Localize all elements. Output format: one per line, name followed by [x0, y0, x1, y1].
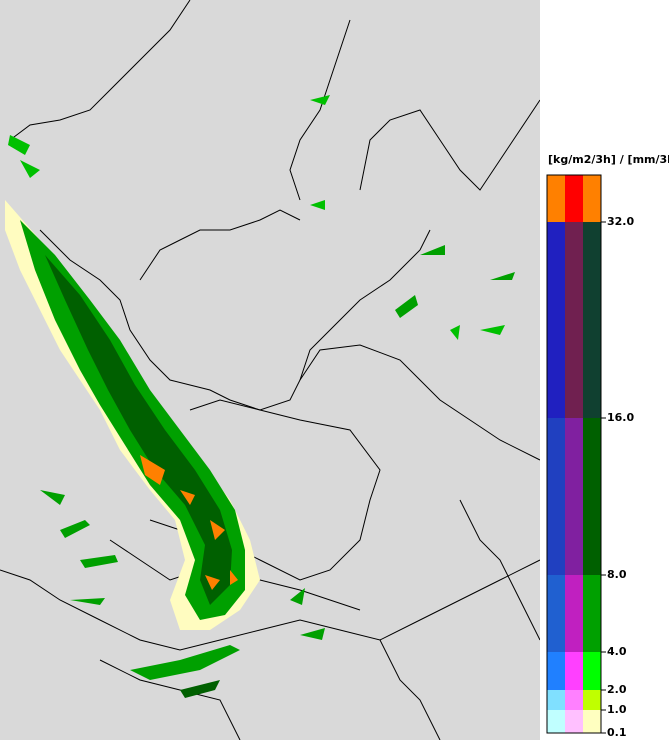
- colorbar-label: 2.0: [607, 683, 627, 696]
- map: [0, 0, 541, 740]
- border: [379, 639, 441, 740]
- coastline: [359, 99, 541, 191]
- legend: [kg/m2/3h] / [mm/3h] 32.0 16.0 8.0 4.0 2.0 1.…: [540, 0, 669, 740]
- colorbar-frame: [546, 174, 602, 734]
- colorbar-segment: [547, 418, 565, 575]
- colorbar-label: 32.0: [607, 215, 634, 228]
- coastline: [139, 209, 301, 281]
- colorbar-segment: [583, 575, 601, 652]
- colorbar-segment: [565, 175, 583, 222]
- colorbar-segment: [547, 175, 565, 222]
- colorbar-segment: [547, 575, 565, 652]
- colorbar-segment: [565, 652, 583, 690]
- colorbar-label: 16.0: [607, 411, 634, 424]
- colorbar-segment: [583, 710, 601, 733]
- precip-intense: [140, 455, 238, 590]
- colorbar-segment: [547, 652, 565, 690]
- coastline: [289, 19, 351, 201]
- border: [0, 559, 541, 651]
- precip-heavy: [45, 255, 232, 605]
- colorbar-label: 8.0: [607, 568, 627, 581]
- colorbar-segment: [547, 710, 565, 733]
- colorbar-label: 0.1: [607, 726, 627, 739]
- colorbar-segment: [583, 418, 601, 575]
- colorbar-segment: [583, 690, 601, 710]
- colorbar: 32.0 16.0 8.0 4.0 2.0 1.0 0.1: [546, 174, 634, 739]
- border: [299, 344, 541, 461]
- colorbar-segment: [547, 690, 565, 710]
- coastline: [9, 0, 191, 141]
- precip-heavy: [180, 680, 220, 698]
- colorbar-segment: [583, 175, 601, 222]
- colorbar-segment: [565, 418, 583, 575]
- colorbar-segment: [565, 222, 583, 418]
- colorbar-label: 1.0: [607, 703, 627, 716]
- coastline: [39, 229, 431, 411]
- colorbar-segment: [565, 690, 583, 710]
- legend-title: [kg/m2/3h] / [mm/3h]: [548, 153, 669, 166]
- precip-moderate: [130, 645, 240, 680]
- colorbar-segment: [565, 575, 583, 652]
- colorbar-segment: [547, 222, 565, 418]
- colorbar-segment: [583, 222, 601, 418]
- colorbar-segment: [565, 710, 583, 733]
- colorbar-label: 4.0: [607, 645, 627, 658]
- colorbar-segment: [583, 652, 601, 690]
- border: [459, 499, 541, 641]
- precip-moderate: [40, 245, 515, 640]
